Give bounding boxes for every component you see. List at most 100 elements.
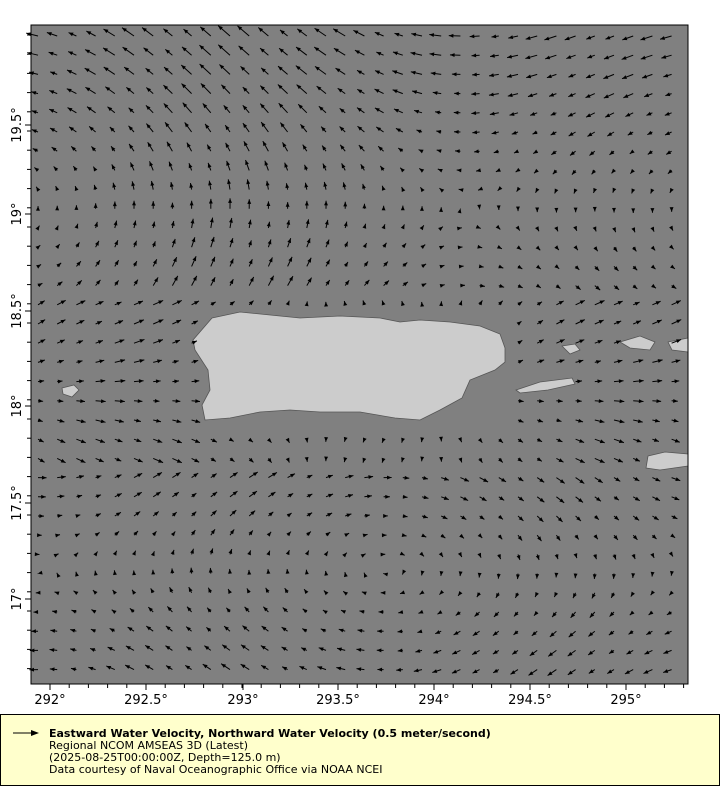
velocity-vector (302, 608, 308, 614)
velocity-vector (248, 510, 256, 517)
velocity-vector (95, 419, 106, 424)
velocity-vector (401, 300, 405, 307)
velocity-vector (439, 436, 443, 442)
velocity-vector (171, 275, 179, 286)
velocity-vector (397, 629, 403, 634)
velocity-vector (76, 399, 85, 404)
velocity-vector (472, 130, 480, 135)
velocity-vector (648, 169, 654, 175)
velocity-vector (362, 457, 367, 463)
velocity-vector (439, 456, 444, 462)
velocity-vector (51, 146, 58, 152)
velocity-vector (37, 514, 45, 518)
velocity-vector (536, 319, 544, 325)
velocity-vector (147, 141, 154, 152)
velocity-vector (277, 84, 288, 94)
velocity-vector (242, 104, 250, 114)
velocity-vector (68, 32, 77, 37)
velocity-vector (573, 245, 579, 251)
velocity-vector (592, 573, 597, 580)
velocity-vector (460, 496, 469, 501)
velocity-vector (285, 183, 290, 190)
velocity-vector (453, 630, 461, 636)
velocity-vector (95, 359, 105, 364)
velocity-vector (152, 277, 159, 286)
velocity-vector (344, 241, 349, 248)
velocity-vector (631, 208, 636, 213)
velocity-vector (287, 473, 296, 479)
velocity-vector (169, 587, 174, 594)
velocity-vector (392, 70, 403, 75)
velocity-vector (421, 476, 429, 480)
velocity-vector (517, 418, 524, 423)
velocity-vector (591, 592, 596, 599)
x-tick-label: 295° (610, 693, 641, 708)
velocity-vector (556, 457, 564, 463)
velocity-vector (510, 669, 519, 675)
velocity-vector (399, 551, 405, 556)
velocity-vector (497, 534, 503, 540)
velocity-vector (420, 301, 425, 307)
velocity-vector (228, 437, 234, 442)
velocity-vector (37, 418, 43, 422)
velocity-vector (260, 664, 269, 671)
velocity-vector (471, 91, 480, 96)
velocity-vector (575, 359, 584, 364)
velocity-vector (457, 590, 463, 597)
velocity-vector (411, 90, 423, 95)
velocity-vector (306, 531, 312, 537)
velocity-vector (671, 284, 677, 289)
velocity-vector (56, 262, 62, 268)
velocity-vector (210, 256, 216, 267)
velocity-vector (208, 567, 213, 574)
velocity-vector (76, 280, 83, 286)
velocity-vector (613, 534, 619, 541)
velocity-vector (421, 495, 429, 500)
velocity-vector (587, 649, 596, 656)
velocity-vector (124, 664, 135, 671)
velocity-vector (88, 126, 96, 133)
velocity-vector (671, 319, 682, 325)
velocity-vector (517, 399, 524, 403)
velocity-vector (492, 668, 500, 674)
velocity-vector (455, 611, 461, 616)
velocity-vector (359, 610, 365, 614)
velocity-vector (74, 533, 80, 538)
velocity-vector (189, 567, 194, 574)
velocity-vector (306, 493, 313, 498)
velocity-vector (114, 492, 122, 498)
velocity-vector (517, 359, 524, 364)
velocity-vector (245, 159, 250, 171)
velocity-vector (125, 86, 135, 94)
velocity-vector (267, 275, 275, 286)
velocity-vector (632, 534, 638, 541)
velocity-vector (632, 246, 637, 252)
velocity-vector (650, 208, 655, 213)
velocity-vector (35, 244, 41, 250)
velocity-vector (225, 607, 231, 613)
velocity-vector (306, 512, 313, 517)
velocity-vector (472, 630, 480, 637)
velocity-vector (440, 515, 448, 520)
velocity-vector (163, 84, 173, 94)
velocity-vector (383, 280, 390, 286)
velocity-vector (612, 227, 617, 233)
velocity-vector (199, 63, 212, 75)
velocity-vector (496, 573, 501, 579)
velocity-vector (129, 162, 135, 171)
velocity-vector (340, 609, 346, 614)
velocity-vector (335, 67, 346, 75)
velocity-vector (458, 264, 464, 269)
velocity-vector (191, 529, 196, 536)
velocity-vector (107, 106, 116, 114)
velocity-vector (76, 260, 82, 267)
velocity-vector (54, 225, 59, 231)
velocity-vector (383, 572, 389, 577)
velocity-vector (57, 398, 64, 403)
velocity-vector (153, 398, 160, 403)
velocity-vector (37, 457, 45, 463)
velocity-vector (114, 280, 120, 286)
velocity-vector (320, 628, 327, 633)
velocity-vector (395, 127, 404, 133)
velocity-vector (664, 131, 672, 136)
